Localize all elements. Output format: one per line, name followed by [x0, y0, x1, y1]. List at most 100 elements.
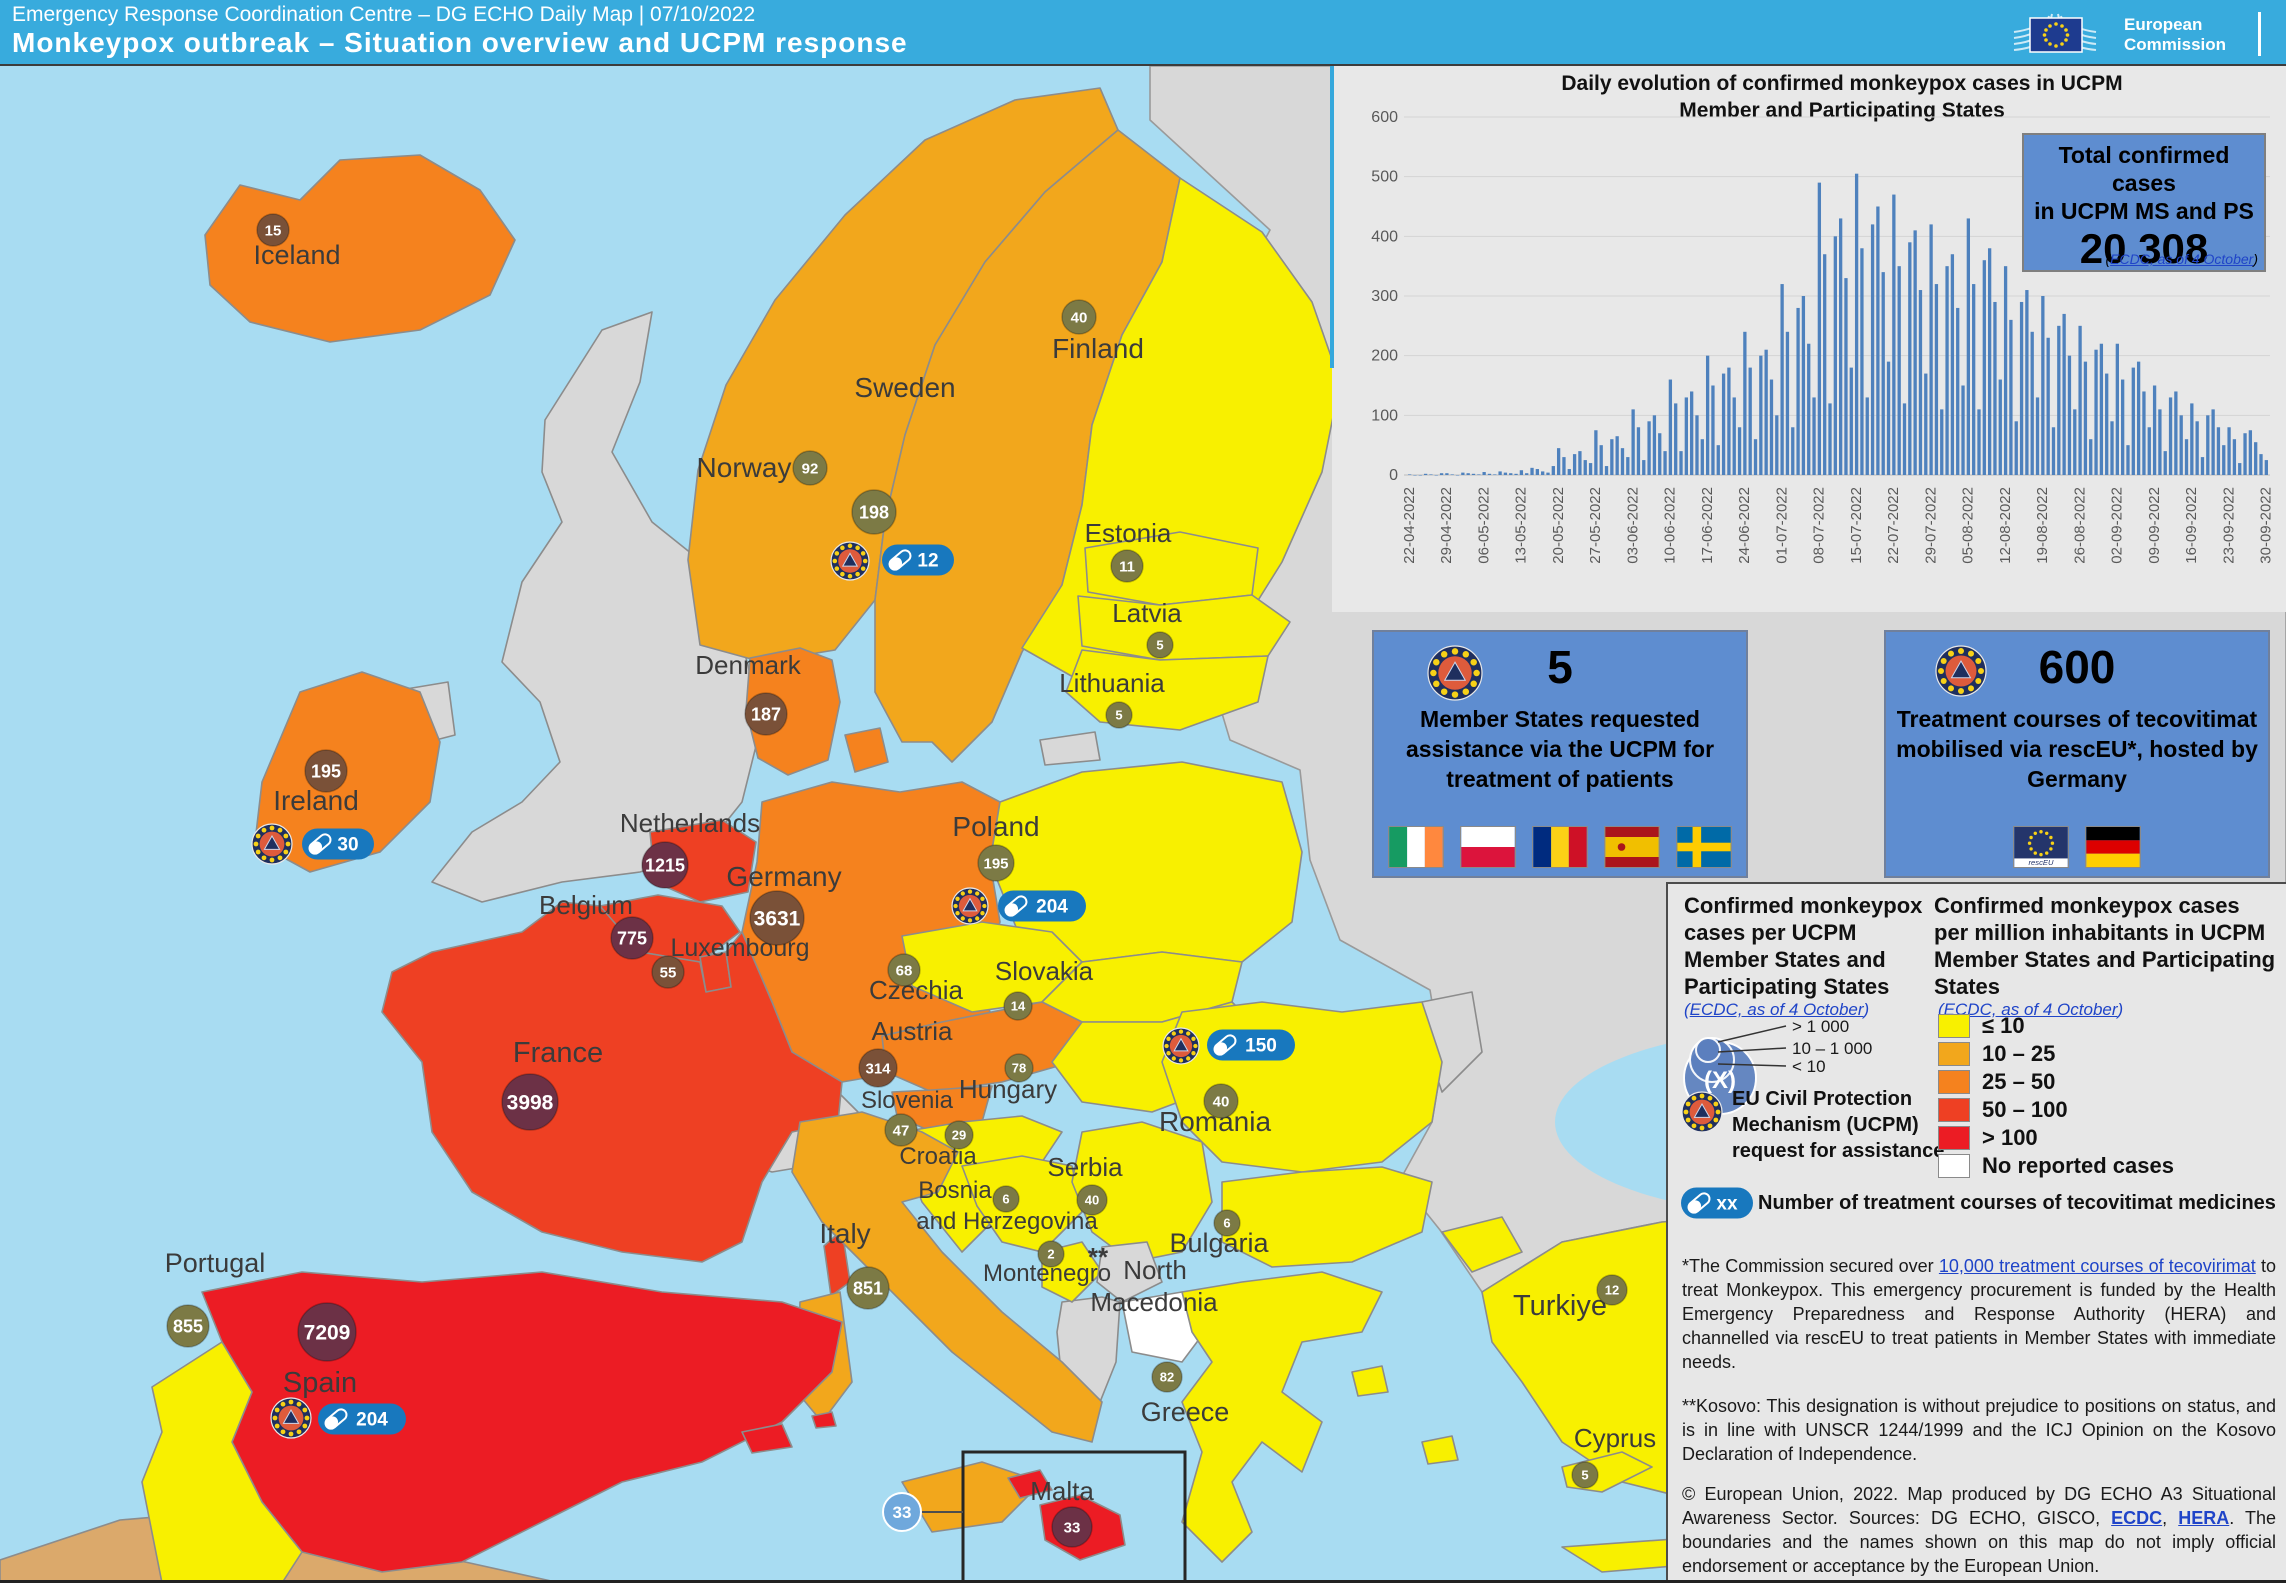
capsule-icon — [308, 833, 332, 855]
chart-bar — [1541, 471, 1545, 475]
country-turkiye — [1441, 1216, 1523, 1273]
chart-bar — [1546, 472, 1550, 475]
chart-bar — [1982, 260, 1986, 475]
chart-bar — [2035, 397, 2040, 475]
case-bubble-austria — [858, 1048, 898, 1088]
chart-bar — [2238, 463, 2242, 475]
rate-swatch — [1938, 1154, 1970, 1178]
chart-bar — [2158, 409, 2162, 475]
case-count-belgium: 775 — [617, 928, 647, 948]
x-tick-label: 01-07-2022 — [1773, 487, 1790, 564]
chart-bar — [2232, 439, 2237, 475]
ecdc-source-link[interactable]: ECDC, as of 4 October — [1943, 1000, 2118, 1019]
x-tick-label: 16-09-2022 — [2183, 487, 2200, 564]
chart-bar — [2248, 430, 2253, 475]
treatment-courses-pill-badge: 30 — [302, 828, 374, 860]
chart-bar — [2211, 409, 2215, 475]
ucpm-request-icon — [1427, 645, 1483, 701]
chart-bar — [1572, 454, 1577, 475]
chart-bar — [2110, 421, 2114, 475]
case-count-italy: 851 — [853, 1278, 883, 1298]
y-tick-label: 300 — [1371, 288, 1398, 305]
paren: ( — [2105, 251, 2111, 267]
country-label-finland: Finland — [1052, 333, 1144, 364]
chart-bar — [1525, 473, 1529, 475]
choropleth-legend: ≤ 10 10 – 25 25 – 50 50 – 100 > 100 No report… — [1938, 1012, 2174, 1180]
svg-text:rescEU: rescEU — [2029, 858, 2054, 867]
case-bubble-lithuania — [1105, 701, 1133, 729]
country-label-sweden: Sweden — [854, 372, 955, 403]
chart-bar — [1823, 254, 1827, 475]
chart-bar — [2051, 427, 2056, 475]
chart-bar — [2126, 445, 2130, 475]
footnote-tecovirimat: *The Commission secured over 10,000 trea… — [1682, 1254, 2276, 1374]
resceu-text: Treatment courses of tecovitimat mobilis… — [1896, 706, 2258, 792]
chart-bar — [1429, 474, 1433, 475]
chart-bar — [1413, 475, 1417, 476]
x-tick-label: 20-05-2022 — [1550, 487, 1567, 564]
chart-bar — [1514, 473, 1518, 475]
chart-bar — [2264, 460, 2268, 475]
case-bubble-estonia — [1110, 549, 1144, 583]
case-bubble-ireland — [304, 749, 348, 793]
case-bubble-greece — [1151, 1361, 1183, 1393]
country-label-netherlands: Netherlands — [620, 808, 760, 838]
tecovirimat-link[interactable]: 10,000 treatment courses of tecovirimat — [1938, 1256, 2256, 1276]
panel-edge-line — [1330, 66, 1334, 368]
chart-bar — [1748, 367, 1752, 475]
case-bubble-finland — [1061, 299, 1097, 335]
ucpm-requests-text: Member States requested assistance via t… — [1405, 706, 1715, 792]
case-bubble-serbia — [1076, 1184, 1108, 1216]
capsule-icon — [1004, 895, 1028, 917]
chart-bar — [2083, 361, 2088, 475]
rate-class-row: > 100 — [1938, 1124, 2174, 1152]
case-bubble-malta — [1051, 1506, 1093, 1548]
chart-bar — [1631, 409, 1635, 475]
ucpm-request-icon — [1935, 645, 1987, 697]
chart-bar — [1503, 472, 1508, 475]
ecdc-source-link[interactable]: ECDC, as of 4 October — [2110, 251, 2254, 267]
chart-bar — [1439, 473, 1444, 475]
ucpm-request-icon-spain — [270, 1397, 312, 1439]
chart-bar — [1897, 266, 1901, 475]
rate-swatch — [1938, 1098, 1970, 1122]
ucpm-request-icon — [1681, 1091, 1723, 1133]
hera-link[interactable]: HERA — [2178, 1508, 2230, 1528]
case-count-montenegro: 2 — [1047, 1247, 1054, 1262]
x-tick-label: 26-08-2022 — [2071, 487, 2088, 564]
chart-bar — [1551, 466, 1555, 475]
paren: ( — [1938, 1000, 1944, 1019]
case-bubble-spain — [297, 1302, 357, 1362]
country-label-bosnia: and Herzegovina — [916, 1208, 1098, 1235]
rate-class-row: No reported cases — [1938, 1152, 2174, 1180]
country-malta — [1007, 1469, 1053, 1499]
rate-swatch — [1938, 1126, 1970, 1150]
x-tick-label: 22-04-2022 — [1401, 487, 1418, 564]
case-count-denmark: 187 — [751, 704, 781, 724]
x-tick-label: 02-09-2022 — [2109, 487, 2126, 564]
chart-bar — [1434, 475, 1438, 476]
rate-label: > 100 — [1982, 1125, 2038, 1150]
x-tick-label: 24-06-2022 — [1736, 487, 1753, 564]
treatment-courses-pill-badge: xx — [1681, 1187, 1753, 1219]
chart-bar — [1610, 439, 1614, 475]
chart-bar — [1924, 373, 1928, 475]
ecdc-source-link[interactable]: ECDC, as of 4 October — [1689, 1000, 1864, 1019]
chart-bar — [2105, 373, 2109, 475]
chart-bar — [1732, 397, 1736, 475]
ucpm-request-icon-sweden — [830, 541, 870, 581]
case-bubble-luxembourg — [651, 955, 685, 989]
chart-bar — [1626, 457, 1630, 475]
ecdc-link[interactable]: ECDC — [2111, 1508, 2163, 1528]
case-count-greece: 82 — [1160, 1370, 1174, 1385]
case-bubble-france — [501, 1073, 559, 1131]
pill-badge-icon: xx — [1680, 1186, 1760, 1225]
case-count-lithuania: 5 — [1115, 708, 1122, 723]
chart-bar — [1807, 343, 1811, 475]
country-label-malta: Malta — [1030, 1476, 1094, 1506]
country-label-slovenia: Slovenia — [861, 1087, 954, 1114]
case-count-netherlands: 1215 — [645, 855, 685, 875]
chart-bar — [2174, 391, 2178, 475]
total-cases-box: Total confirmed cases in UCPM MS and PS … — [2022, 133, 2266, 272]
chart-bar — [1913, 230, 1917, 475]
